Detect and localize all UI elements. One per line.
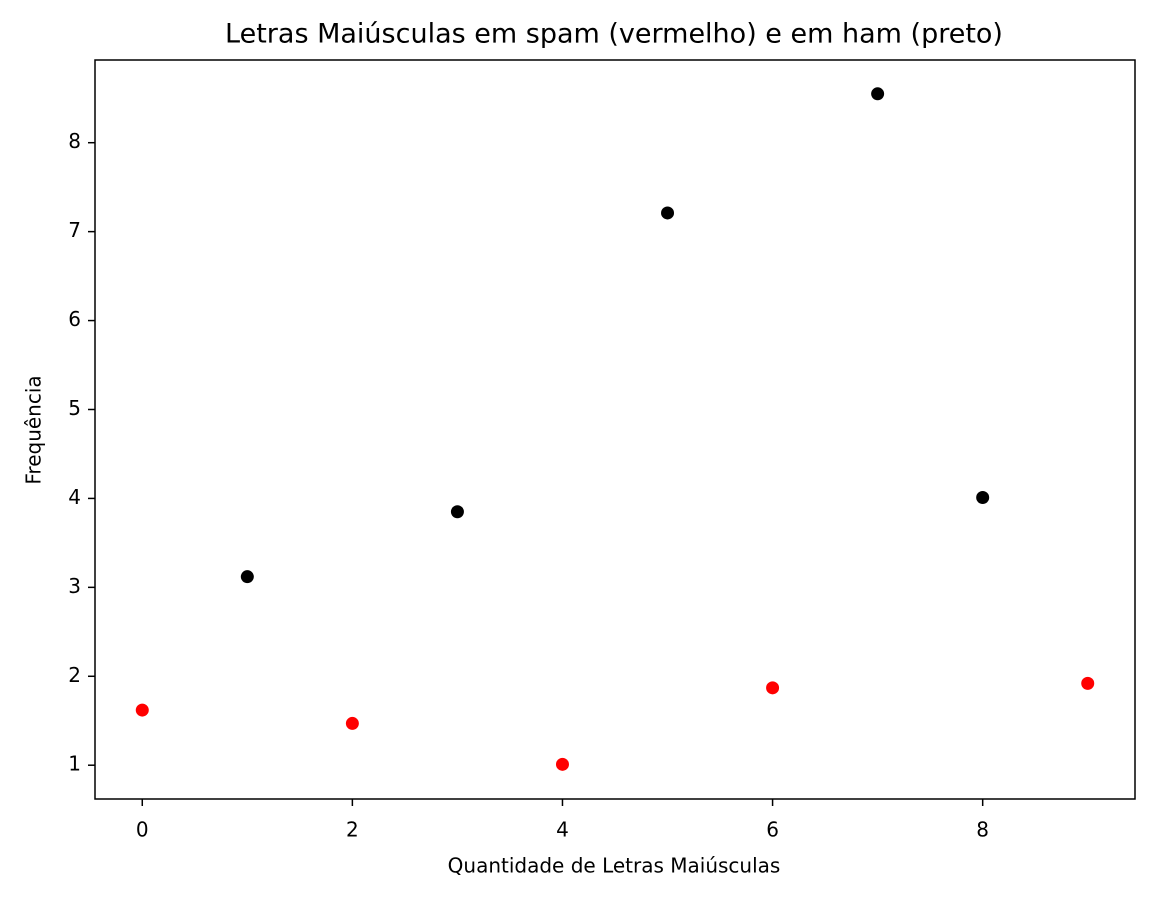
- scatter-point: [661, 206, 675, 220]
- scatter-point: [976, 491, 990, 505]
- x-tick-label: 6: [766, 818, 779, 842]
- x-tick-label: 0: [136, 818, 149, 842]
- x-tick-label: 4: [556, 818, 569, 842]
- scatter-point: [240, 570, 254, 584]
- y-tick-label: 8: [68, 129, 81, 153]
- x-tick-label: 8: [976, 818, 989, 842]
- chart-title: Letras Maiúsculas em spam (vermelho) e e…: [225, 19, 1003, 50]
- y-tick-label: 6: [68, 307, 81, 331]
- scatter-point: [555, 757, 569, 771]
- scatter-point: [1081, 676, 1095, 690]
- y-tick-label: 2: [68, 663, 81, 687]
- y-axis-label: Frequência: [22, 375, 46, 484]
- y-tick-label: 4: [68, 485, 81, 509]
- y-tick-label: 7: [68, 218, 81, 242]
- plot-frame: [94, 59, 1136, 800]
- scatter-point: [135, 703, 149, 717]
- scatter-point: [345, 716, 359, 730]
- x-axis-label: Quantidade de Letras Maiúsculas: [448, 854, 781, 878]
- scatter-point: [450, 505, 464, 519]
- scatter-point: [766, 681, 780, 695]
- y-tick-label: 3: [68, 574, 81, 598]
- y-tick-label: 5: [68, 396, 81, 420]
- x-tick-label: 2: [346, 818, 359, 842]
- y-tick-label: 1: [68, 752, 81, 776]
- scatter-point: [871, 87, 885, 101]
